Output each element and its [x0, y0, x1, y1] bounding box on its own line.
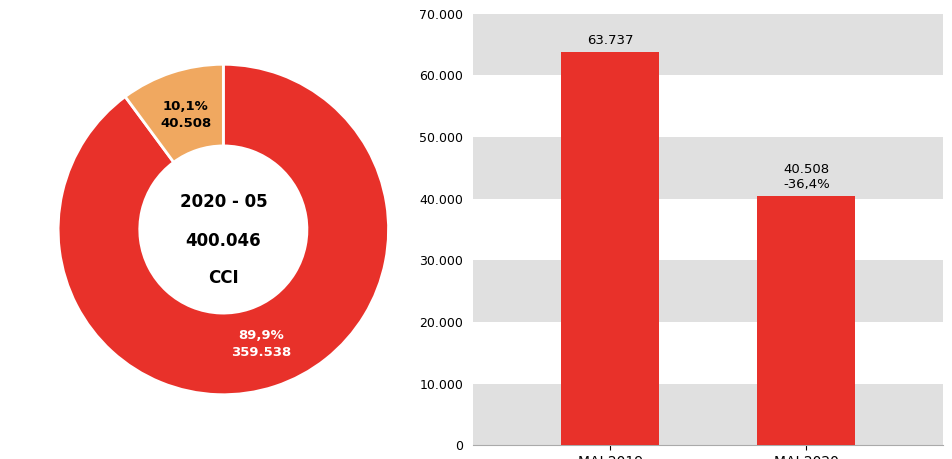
- Text: 40.508: 40.508: [783, 163, 828, 176]
- Title: Evolution des CCI-NDE: Evolution des CCI-NDE: [595, 0, 821, 4]
- Wedge shape: [125, 64, 223, 162]
- Text: -36,4%: -36,4%: [783, 178, 829, 190]
- Bar: [757, 196, 854, 445]
- Text: 63.737: 63.737: [586, 34, 633, 47]
- Bar: [472, 137, 942, 199]
- Bar: [472, 260, 942, 322]
- Text: 10,1%
40.508: 10,1% 40.508: [160, 100, 211, 130]
- Wedge shape: [58, 64, 388, 395]
- Text: 400.046: 400.046: [186, 232, 261, 250]
- Text: 89,9%
359.538: 89,9% 359.538: [230, 329, 291, 359]
- Text: 2020 - 05: 2020 - 05: [179, 193, 267, 211]
- Bar: [472, 199, 942, 260]
- Bar: [561, 52, 659, 445]
- Bar: [472, 14, 942, 75]
- Bar: [472, 75, 942, 137]
- Text: CCI: CCI: [208, 269, 238, 287]
- Bar: [472, 384, 942, 445]
- Bar: [472, 322, 942, 384]
